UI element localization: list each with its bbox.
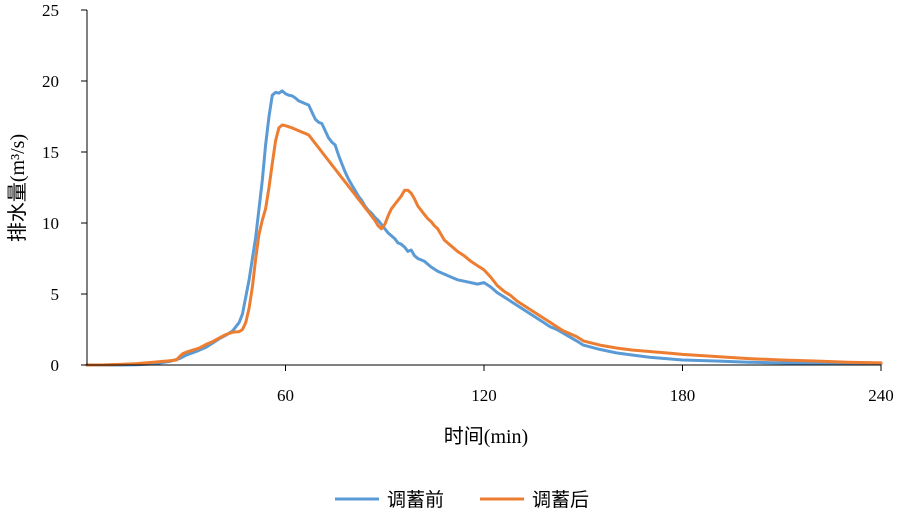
y-tick-label: 0: [51, 356, 60, 375]
y-tick-label: 15: [42, 143, 59, 162]
series-line-1: [85, 89, 883, 367]
x-tick-label: 60: [277, 386, 294, 405]
plot-area: [85, 89, 883, 367]
y-axis-title: 排水量(m³/s): [6, 134, 29, 242]
y-tick-label: 20: [42, 72, 59, 91]
x-tick-label: 180: [670, 386, 696, 405]
legend-label-1: 调蓄前: [387, 489, 444, 511]
x-tick-label: 240: [868, 386, 894, 405]
y-tick-label: 25: [42, 1, 59, 20]
x-tick-label: 120: [471, 386, 497, 405]
axes: 0 5 10 15 20 25 60 120 180 240: [42, 1, 894, 405]
x-axis-title: 时间(min): [444, 425, 528, 448]
y-tick-label: 10: [42, 214, 59, 233]
series-line-2: [85, 123, 883, 367]
y-tick-label: 5: [51, 285, 60, 304]
legend-label-2: 调蓄后: [532, 489, 589, 511]
legend: 调蓄前 调蓄后: [335, 489, 589, 511]
